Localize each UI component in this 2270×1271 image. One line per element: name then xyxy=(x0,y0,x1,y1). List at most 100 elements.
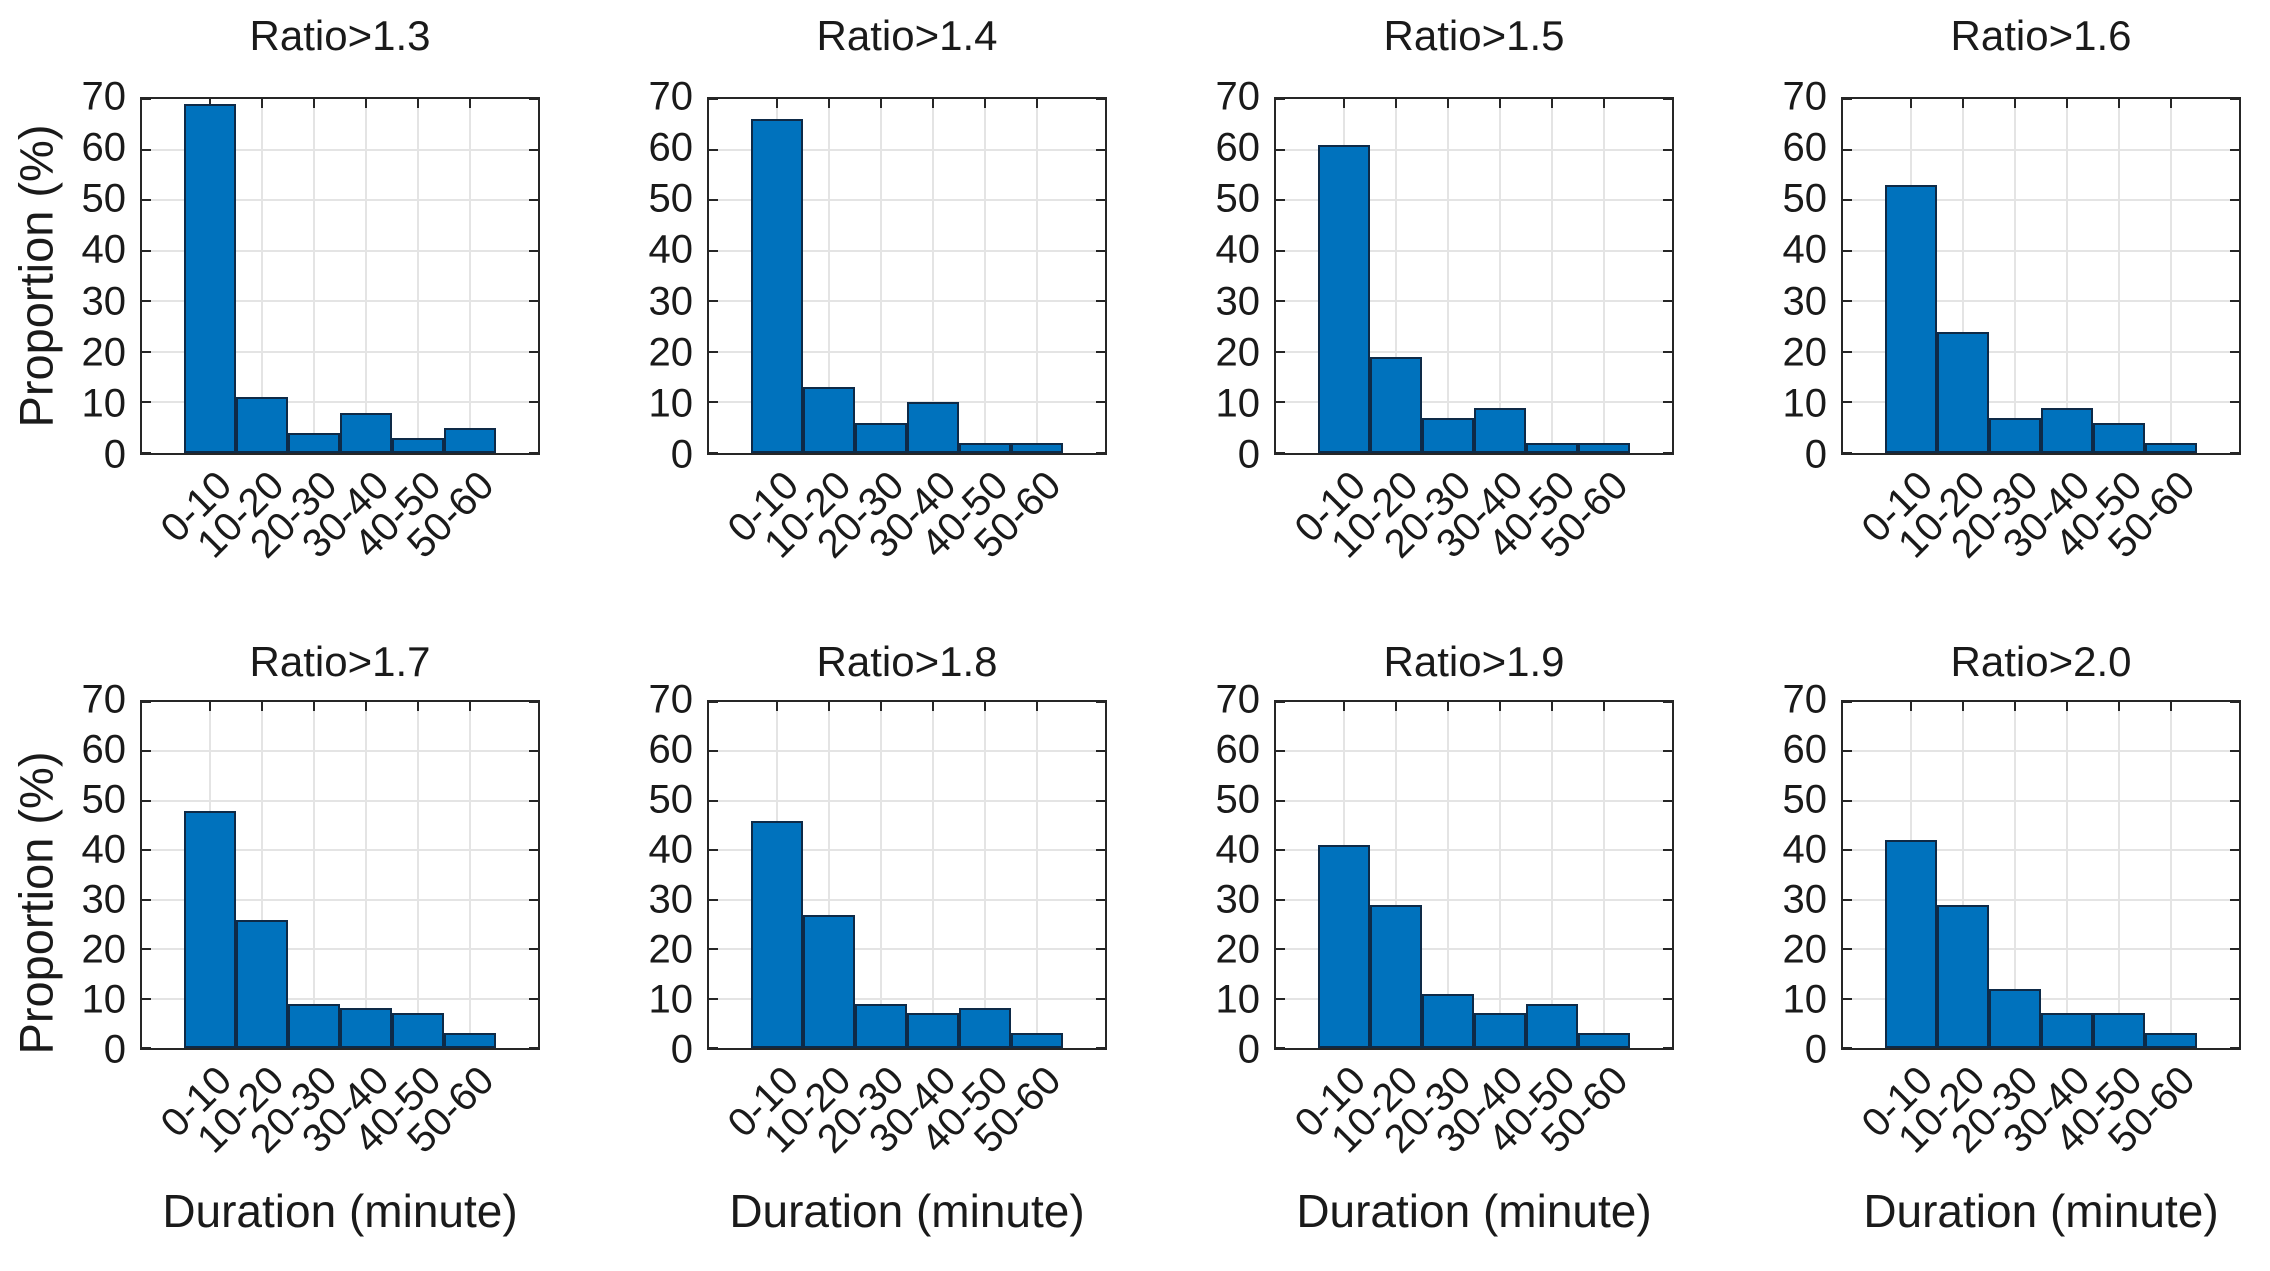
y-tick-labels: 0 10 20 30 40 50 60 70 xyxy=(1701,678,1828,1072)
bar-10-20 xyxy=(803,387,856,453)
x-tick-labels: 0-10 10-20 20-30 30-40 40-50 50-60 xyxy=(707,463,1107,633)
gridline-vertical xyxy=(416,99,419,453)
gridline-horizontal xyxy=(709,898,1105,901)
x-tick-mark xyxy=(416,702,419,711)
subplot-ratio-1-4: Ratio>1.4 0 10 20 30 40 50 60 70 0-10 10-20 20-30… xyxy=(567,0,1134,636)
y-tick-label: 20 xyxy=(81,330,127,375)
y-tick-label: 10 xyxy=(81,381,127,426)
y-tick-mark xyxy=(529,350,538,353)
y-tick-label: 60 xyxy=(81,727,127,772)
gridline-vertical xyxy=(1035,99,1038,453)
x-tick-mark xyxy=(365,702,368,711)
y-tick-label: 60 xyxy=(1782,727,1828,772)
y-tick-mark xyxy=(1663,148,1672,151)
gridline-vertical xyxy=(313,702,316,1048)
gridline-horizontal xyxy=(1843,199,2239,202)
gridline-vertical xyxy=(2014,99,2017,453)
bar-40-50 xyxy=(2092,1013,2145,1048)
gridline-horizontal xyxy=(1843,849,2239,852)
subplot-ratio-1-3: Ratio>1.3 Proportion (%) 0 10 20 30 40 50 60 70… xyxy=(0,0,567,636)
y-tick-mark xyxy=(1096,1047,1105,1049)
x-tick-mark xyxy=(1962,99,1965,108)
chart-title: Ratio>1.3 xyxy=(249,12,431,59)
bar-40-50 xyxy=(958,1008,1011,1048)
bar-0-10 xyxy=(184,104,237,453)
gridline-horizontal xyxy=(709,300,1105,303)
bar-20-30 xyxy=(1422,417,1475,453)
bar-30-40 xyxy=(2041,1013,2093,1048)
gridline-horizontal xyxy=(1843,898,2239,901)
x-tick-mark xyxy=(1962,702,1965,711)
gridline-vertical xyxy=(828,99,831,453)
y-tick-mark xyxy=(709,849,718,852)
bar-0-10 xyxy=(1318,845,1371,1048)
bar-20-30 xyxy=(855,1003,908,1048)
x-tick-mark xyxy=(880,702,883,711)
gridline-horizontal xyxy=(142,148,538,151)
y-tick-mark xyxy=(1843,898,1852,901)
y-tick-label: 10 xyxy=(1215,381,1261,426)
x-tick-mark xyxy=(209,99,212,108)
gridline-horizontal xyxy=(142,849,538,852)
x-tick-mark xyxy=(1447,99,1450,108)
y-tick-label: 40 xyxy=(1782,227,1828,272)
subplot-ratio-1-5: Ratio>1.5 0 10 20 30 40 50 60 70 0-10 10-20 20-30… xyxy=(1134,0,1701,636)
y-tick-mark xyxy=(1843,452,1852,454)
y-tick-label: 60 xyxy=(1215,125,1261,170)
y-tick-label: 10 xyxy=(648,977,694,1022)
y-tick-mark xyxy=(1843,148,1852,151)
y-tick-mark xyxy=(2230,148,2239,151)
y-tick-labels: 0 10 20 30 40 50 60 70 xyxy=(0,678,127,1072)
gridline-horizontal xyxy=(142,898,538,901)
y-tick-mark xyxy=(2230,300,2239,303)
bar-50-60 xyxy=(1010,1033,1063,1048)
y-tick-label: 60 xyxy=(1215,727,1261,772)
y-tick-mark xyxy=(529,701,538,703)
y-tick-labels: 0 10 20 30 40 50 60 70 xyxy=(1701,75,1828,477)
y-tick-mark xyxy=(1843,799,1852,802)
y-tick-label: 60 xyxy=(1782,125,1828,170)
y-tick-mark xyxy=(142,401,151,404)
gridline-horizontal xyxy=(1276,948,1672,951)
bar-10-20 xyxy=(236,397,289,453)
y-tick-mark xyxy=(709,98,718,100)
gridline-vertical xyxy=(1395,702,1398,1048)
bar-10-20 xyxy=(236,919,289,1048)
y-tick-mark xyxy=(1096,799,1105,802)
y-tick-mark xyxy=(529,898,538,901)
x-tick-mark xyxy=(2169,99,2172,108)
y-tick-mark xyxy=(1096,249,1105,252)
gridline-vertical xyxy=(1602,99,1605,453)
chart-title: Ratio>1.9 xyxy=(1383,638,1565,685)
y-tick-label: 50 xyxy=(648,176,694,221)
y-tick-mark xyxy=(709,300,718,303)
y-tick-mark xyxy=(1276,701,1285,703)
x-tick-mark xyxy=(261,99,264,108)
chart-title: Ratio>2.0 xyxy=(1950,638,2132,685)
gridline-horizontal xyxy=(709,948,1105,951)
plot-area xyxy=(1274,700,1674,1050)
x-tick-mark xyxy=(2117,702,2120,711)
y-tick-mark xyxy=(1096,401,1105,404)
gridline-horizontal xyxy=(142,199,538,202)
y-tick-mark xyxy=(1276,750,1285,753)
plot-area xyxy=(707,700,1107,1050)
gridline-vertical xyxy=(932,99,935,453)
y-tick-mark xyxy=(1663,701,1672,703)
x-tick-mark xyxy=(1035,99,1038,108)
y-tick-mark xyxy=(1843,997,1852,1000)
chart-title: Ratio>1.6 xyxy=(1950,12,2132,59)
y-tick-mark xyxy=(1096,997,1105,1000)
y-tick-mark xyxy=(142,1047,151,1049)
y-tick-mark xyxy=(1276,997,1285,1000)
y-tick-mark xyxy=(1843,350,1852,353)
y-tick-mark xyxy=(1663,1047,1672,1049)
gridline-horizontal xyxy=(1276,898,1672,901)
y-tick-label: 50 xyxy=(81,176,127,221)
gridline-horizontal xyxy=(1276,799,1672,802)
y-tick-mark xyxy=(1663,249,1672,252)
x-tick-mark xyxy=(2169,702,2172,711)
gridline-vertical xyxy=(261,702,264,1048)
gridline-horizontal xyxy=(709,249,1105,252)
gridline-vertical xyxy=(1499,99,1502,453)
